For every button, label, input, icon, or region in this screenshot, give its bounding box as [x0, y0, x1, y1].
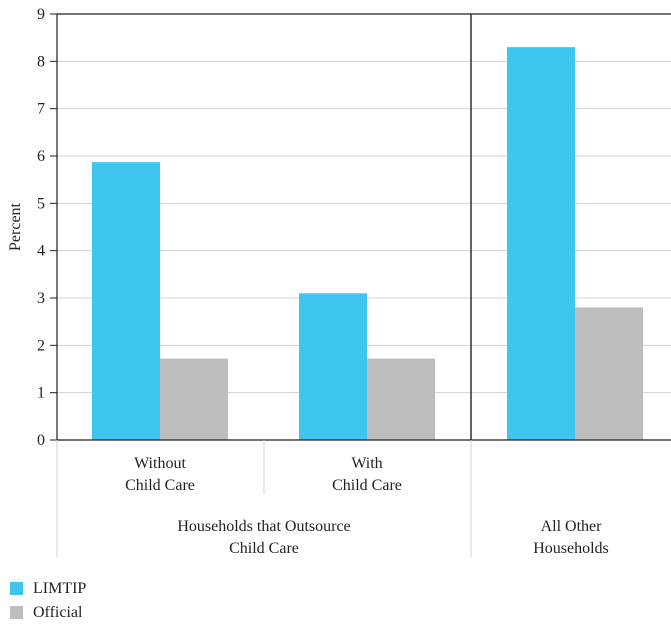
- y-tick-label: 2: [37, 337, 45, 354]
- x-category-labels: Without Child Care With Child Care Household…: [125, 455, 609, 557]
- bar-limtip-1: [299, 293, 367, 440]
- x-category-label: Child Care: [125, 477, 195, 494]
- legend-swatch-limtip: [10, 582, 23, 595]
- bar-chart: 0 1 2 3 4 5 6 7 8 9 Without Child Care With Child Ca…: [7, 6, 671, 557]
- y-tick-label: 6: [37, 148, 45, 165]
- legend: LIMTIP Official: [10, 578, 86, 626]
- y-tick-label: 1: [37, 385, 45, 402]
- x-group-label: All Other: [541, 518, 603, 535]
- bar-official-0: [160, 358, 228, 440]
- legend-label-official: Official: [33, 603, 83, 621]
- y-tick-label: 5: [37, 195, 45, 212]
- bar-limtip-0: [92, 162, 160, 441]
- axes: [56, 13, 671, 557]
- x-group-label: Households: [533, 540, 609, 557]
- bars: [92, 47, 643, 441]
- x-category-label: Child Care: [332, 477, 402, 494]
- y-tick-label: 9: [37, 6, 45, 23]
- bar-official-2: [575, 307, 643, 440]
- x-category-label: Without: [134, 455, 186, 472]
- y-tick-label: 4: [37, 243, 45, 260]
- y-tick-labels: 0 1 2 3 4 5 6 7 8 9: [37, 6, 45, 449]
- x-group-label: Child Care: [229, 540, 299, 557]
- y-tick-label: 7: [37, 101, 45, 118]
- y-tick-label: 3: [37, 290, 45, 307]
- legend-item-official: Official: [10, 602, 86, 623]
- legend-label-limtip: LIMTIP: [33, 579, 87, 597]
- legend-item-limtip: LIMTIP: [10, 578, 86, 599]
- bar-limtip-2: [507, 47, 575, 441]
- legend-swatch-official: [10, 606, 23, 619]
- x-group-label: Households that Outsource: [177, 518, 350, 535]
- bar-official-1: [367, 358, 435, 440]
- x-category-label: With: [351, 455, 382, 472]
- y-tick-label: 0: [37, 432, 45, 449]
- y-tick-label: 8: [37, 53, 45, 70]
- y-axis-label: Percent: [7, 202, 24, 251]
